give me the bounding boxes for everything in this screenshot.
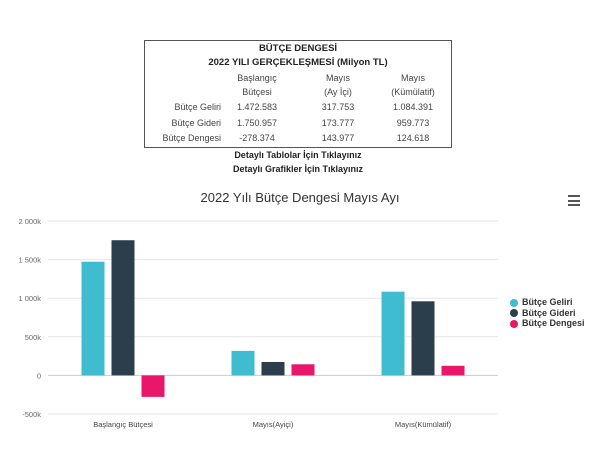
table-cell: -278.374 [239,133,275,143]
legend-item[interactable]: Bütçe Dengesi [510,318,585,328]
hamburger-menu-icon[interactable] [568,195,580,206]
legend-item[interactable]: Bütçe Geliri [510,297,573,307]
table-cell: 173.777 [321,118,355,128]
budget-summary-table: BÜTÇE DENGESİ 2022 YILI GERÇEKLEŞMESİ (M… [144,40,452,148]
y-tick-label: 1 500k [18,256,41,265]
chart-title: 2022 Yılı Bütçe Dengesi Mayıs Ayı [200,190,400,205]
table-cell: 124.618 [396,133,430,143]
bar-bütçe-dengesi [441,365,465,376]
bar-group [81,240,465,397]
table-cell: 1.750.957 [236,118,278,128]
table-cell: 143.977 [321,133,355,143]
detailed-charts-link[interactable]: Detaylı Grafikler İçin Tıklayınız [232,164,364,174]
legend-marker [510,319,518,328]
bar-bütçe-dengesi [291,364,315,376]
x-tick-label: Mayıs(Kümülatif) [395,420,452,429]
legend-item[interactable]: Bütçe Gideri [510,307,576,318]
table-cell: 1.472.583 [236,102,278,112]
y-tick-label: 0 [37,371,41,380]
detailed-tables-link[interactable]: Detaylı Tablolar İçin Tıklayınız [234,150,362,160]
y-tick-label: 500k [25,333,42,342]
y-tick-label: -500k [22,410,41,419]
header-col2-line1: Mayıs [325,73,350,83]
table-cell: 1.084.391 [392,102,434,112]
x-tick-label: Başlangıç Bütçesi [93,420,153,429]
header-col3-line1: Mayıs [400,73,425,83]
header-col3-line2: (Kümülatif) [391,87,435,97]
bar-bütçe-geliri [381,291,405,376]
table-subtitle: 2022 YILI GERÇEKLEŞMESİ (Milyon TL) [208,57,388,68]
bar-bütçe-gideri [411,301,435,376]
row-label-revenue: Bütçe Geliri [174,102,221,112]
x-tick-label: Mayıs(Ayiçi) [253,420,294,429]
legend-label: Bütçe Dengesi [522,318,585,328]
y-tick-label: 2 000k [18,217,41,226]
header-col1-line1: Başlangıç [237,73,277,83]
y-tick-label: 1 000k [18,294,41,303]
y-axis: -500k 0 500k 1 000k 1 500k 2 000k [18,217,41,419]
legend-label: Bütçe Geliri [522,297,573,307]
row-label-expense: Bütçe Gideri [171,118,221,128]
bar-bütçe-gideri [111,240,135,376]
table-title: BÜTÇE DENGESİ [258,43,338,54]
table-cell: 317.753 [321,102,355,112]
table-cell: 959.773 [396,118,430,128]
bar-bütçe-geliri [231,350,255,376]
bar-bütçe-dengesi [141,375,165,397]
legend-marker [510,309,518,317]
row-label-balance: Bütçe Dengesi [162,133,221,143]
header-col2-line2: (Ay İçi) [324,87,352,97]
legend-marker [510,298,518,307]
legend-label: Bütçe Gideri [522,307,576,318]
bar-bütçe-geliri [81,261,105,376]
bar-bütçe-gideri [261,361,285,376]
header-col1-line2: Bütçesi [242,87,272,97]
x-axis: Başlangıç Bütçesi Mayıs(Ayiçi) Mayıs(Kümül… [93,420,451,429]
